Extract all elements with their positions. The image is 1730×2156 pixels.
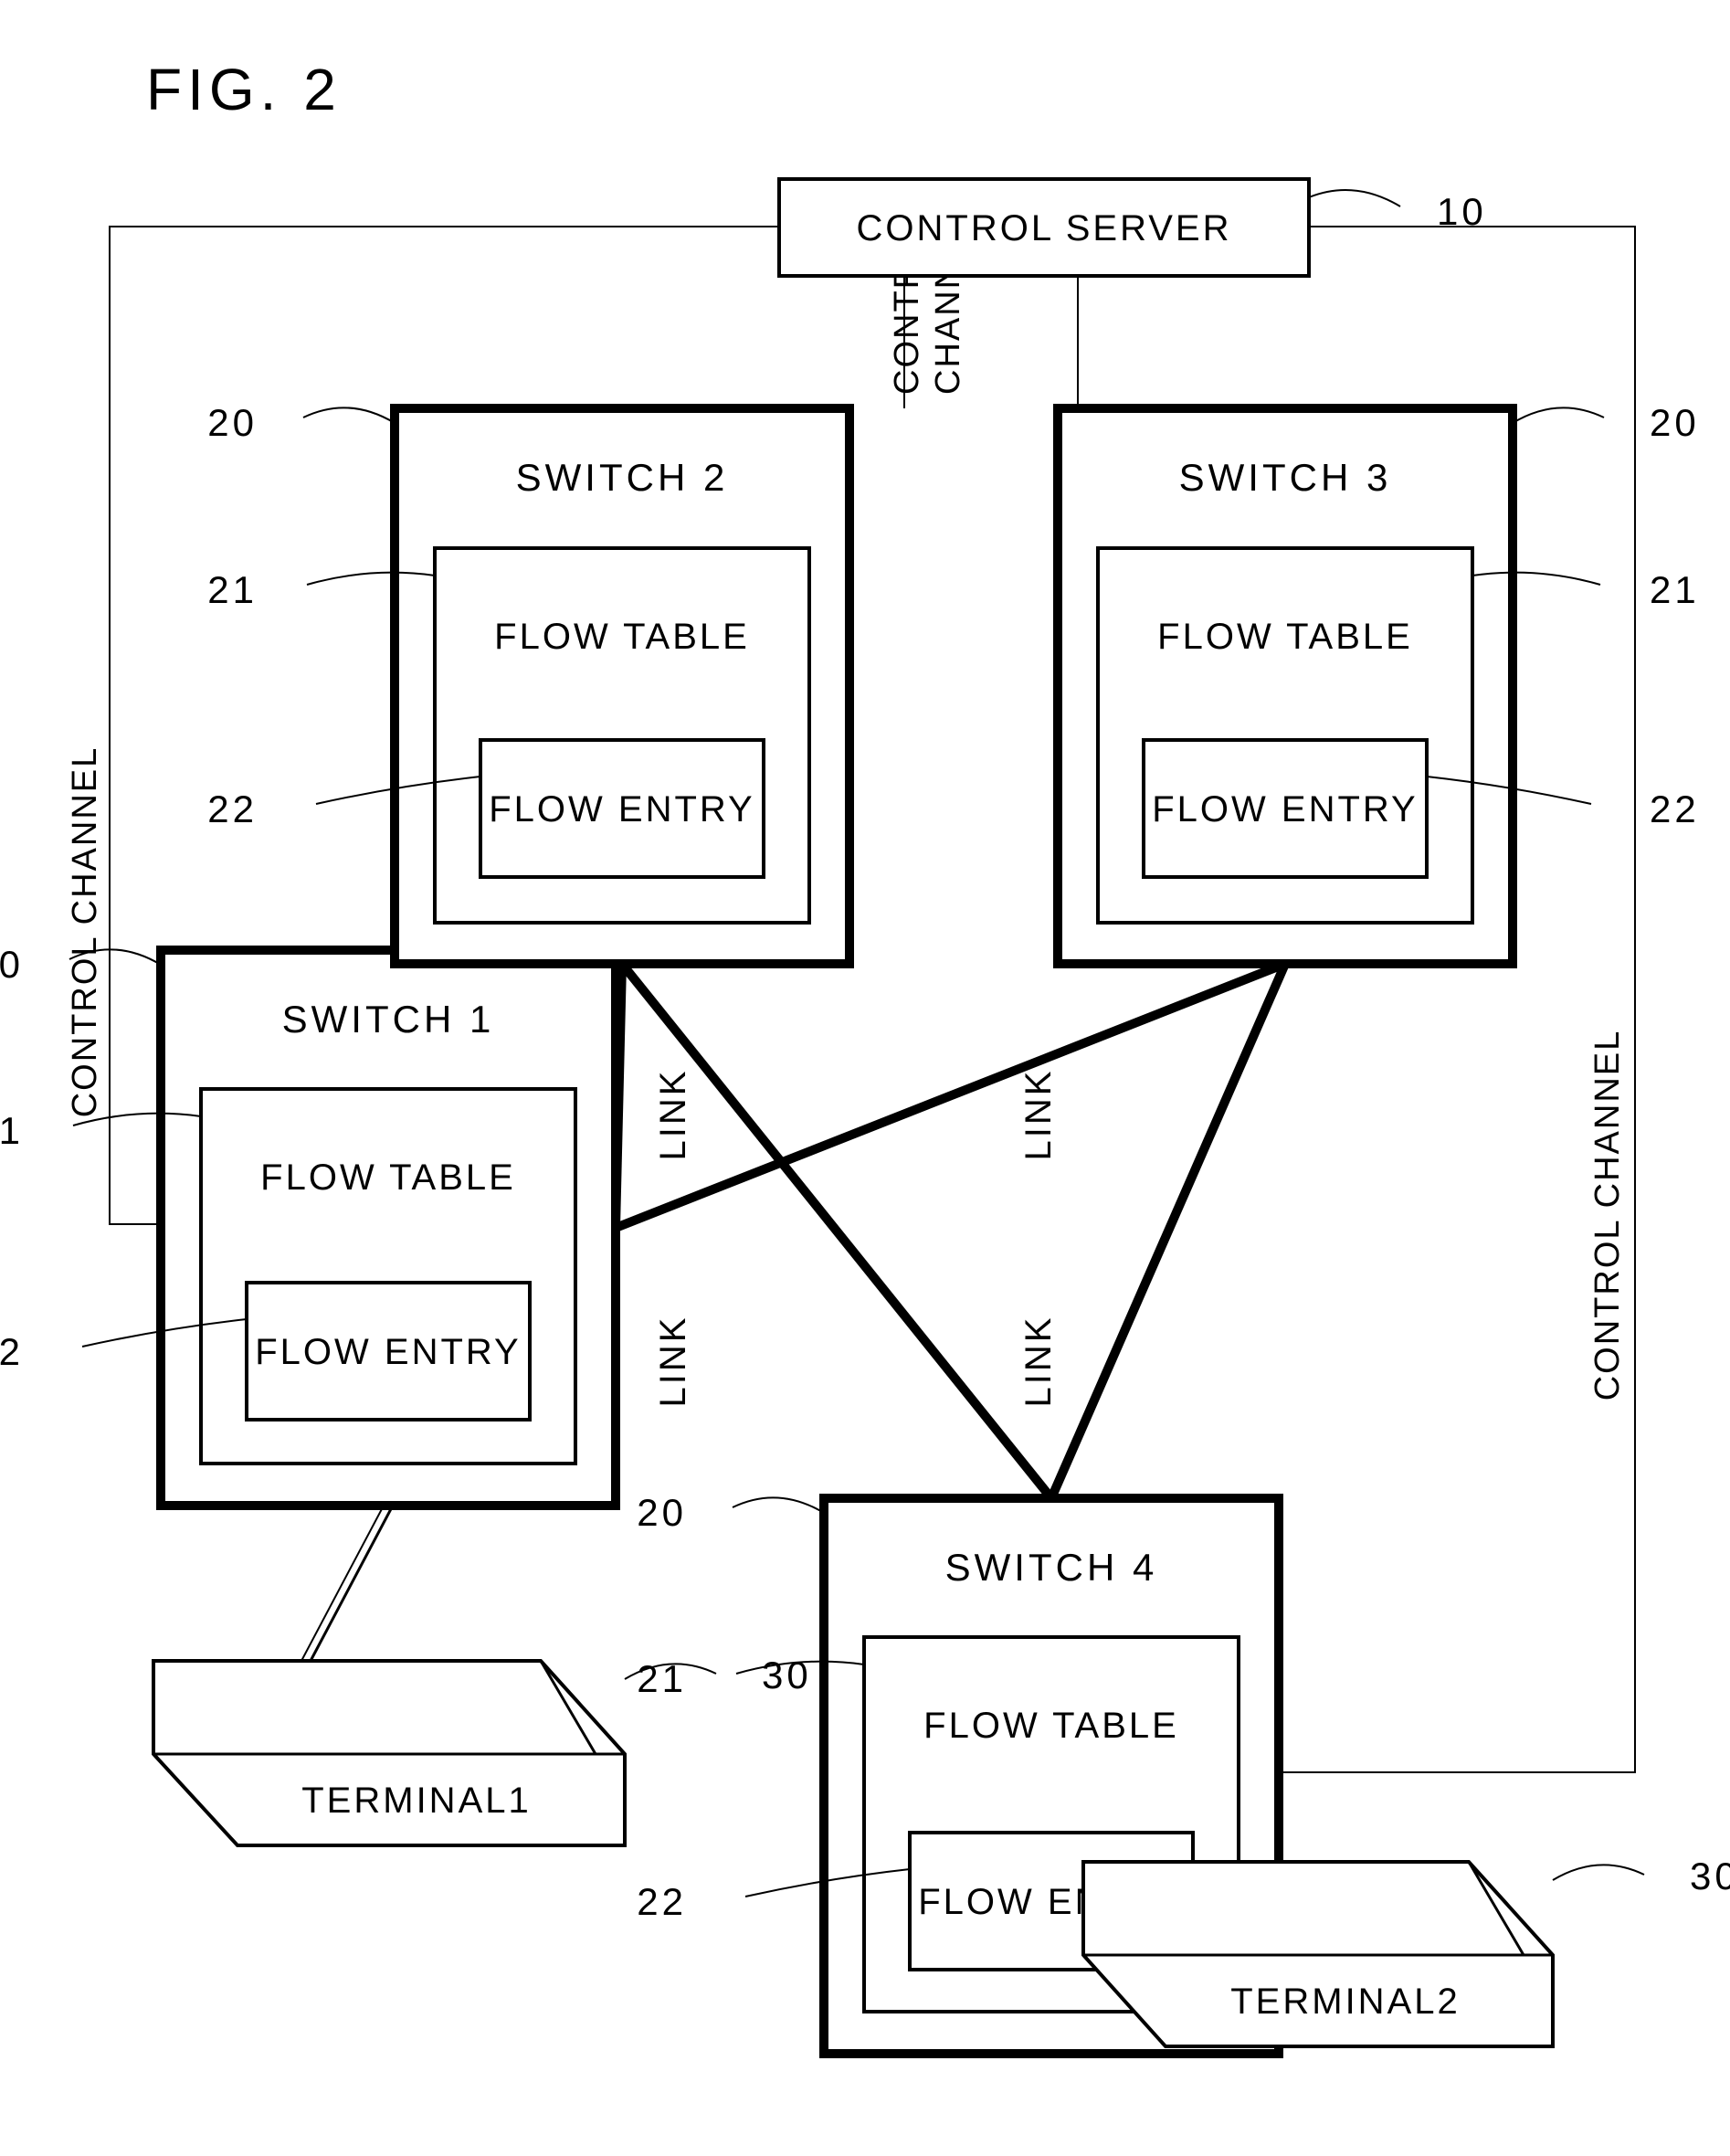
ref-number: 22 [1650, 787, 1700, 830]
ref-number: 10 [1437, 190, 1487, 233]
ref-number: 22 [207, 787, 258, 830]
flow-table-label: FLOW TABLE [923, 1706, 1179, 1746]
link-label: LINK [653, 1069, 693, 1161]
ref-number: 30 [1690, 1855, 1730, 1897]
control-channel-label: CONTROL CHANNEL [66, 746, 104, 1118]
ref-number: 22 [637, 1880, 687, 1923]
link-label: LINK [1018, 1316, 1059, 1408]
link-label: LINK [653, 1316, 693, 1408]
flow-table-label: FLOW TABLE [260, 1157, 516, 1198]
ref-number: 21 [1650, 568, 1700, 611]
ref-leader [1553, 1865, 1644, 1880]
switch-title: SWITCH 4 [945, 1546, 1158, 1589]
switch-title: SWITCH 3 [1179, 456, 1392, 499]
ref-number: 20 [207, 401, 258, 444]
ref-number: 20 [637, 1491, 687, 1534]
control-channel-label: CONTROL CHANNEL [1588, 1030, 1627, 1401]
ref-number: 21 [207, 568, 258, 611]
link-label: LINK [1018, 1069, 1059, 1161]
ref-number: 20 [0, 943, 24, 986]
diagram-canvas: FIG. 2CONTROLCHANNELCONTROL CHANNELCONTR… [0, 0, 1730, 2156]
ref-leader [303, 407, 395, 423]
switch-title: SWITCH 1 [282, 998, 495, 1041]
ref-number: 20 [1650, 401, 1700, 444]
figure-title: FIG. 2 [146, 57, 342, 122]
ref-leader [733, 1497, 824, 1513]
flow-table-label: FLOW TABLE [494, 617, 750, 657]
ref-leader [1309, 190, 1400, 206]
flow-entry-label: FLOW ENTRY [255, 1332, 522, 1372]
flow-entry-label: FLOW ENTRY [489, 789, 755, 830]
terminal-label: TERMINAL1 [301, 1781, 532, 1821]
flow-table-label: FLOW TABLE [1157, 617, 1413, 657]
switch-title: SWITCH 2 [516, 456, 729, 499]
terminal-link-line [301, 1506, 384, 1661]
ref-leader [1513, 407, 1604, 423]
link-line [622, 964, 1051, 1498]
ref-number: 22 [0, 1330, 24, 1373]
terminal-link-line [311, 1506, 393, 1661]
ref-number: 21 [0, 1109, 24, 1152]
control-server-label: CONTROL SERVER [857, 208, 1232, 248]
terminal-label: TERMINAL2 [1230, 1982, 1461, 2022]
flow-entry-label: FLOW ENTRY [1152, 789, 1419, 830]
ref-number: 30 [762, 1654, 812, 1696]
